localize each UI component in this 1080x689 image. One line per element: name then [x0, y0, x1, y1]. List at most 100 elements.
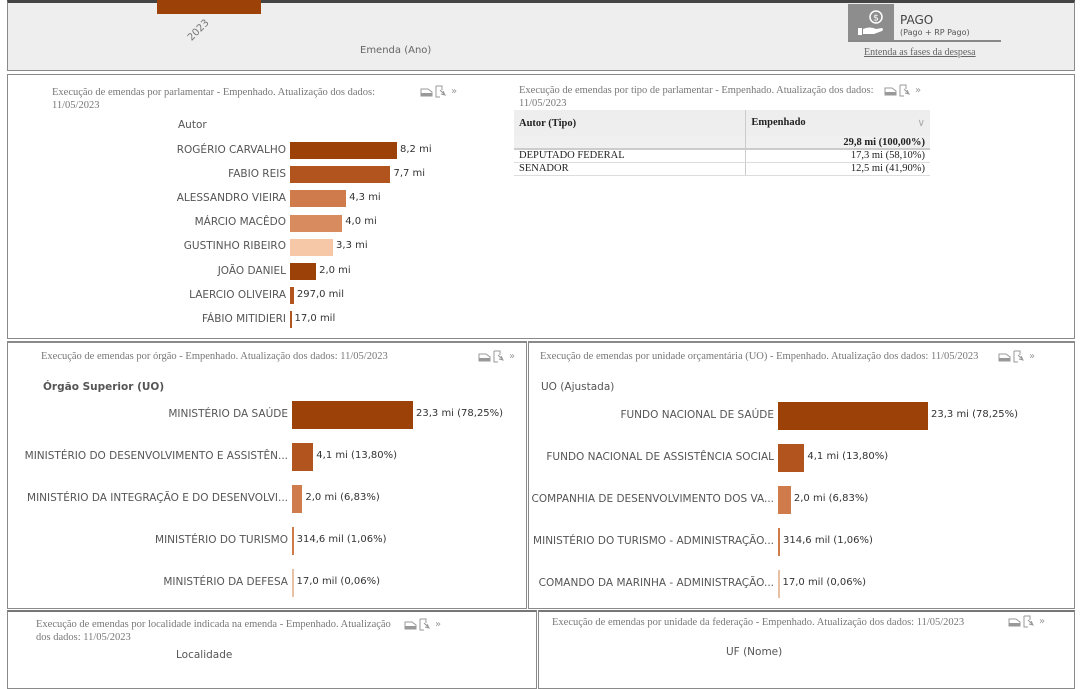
bar-value-label: 4,0 mi: [345, 216, 377, 228]
orgao-title: Execução de emendas por órgão - Empenhad…: [41, 351, 388, 362]
x-axis-title: Emenda (Ano): [360, 45, 432, 56]
bar[interactable]: [292, 485, 303, 513]
tipo-title: Execução de emendas por tipo de parlamen…: [519, 85, 874, 109]
bar-category-label: COMANDO DA MARINHA - ADMINISTRAÇÃO...: [538, 577, 774, 589]
bar-value-label: 4,1 mi (13,80%): [316, 450, 397, 461]
parlamentar-axis-title: Autor: [178, 119, 207, 131]
orgao-axis-title: Órgão Superior (UO): [43, 381, 165, 393]
export-icon[interactable]: [420, 86, 433, 97]
sort-chevron-icon[interactable]: ∨: [917, 118, 925, 129]
more-options-icon[interactable]: »: [1029, 351, 1036, 362]
bar[interactable]: [290, 166, 391, 184]
bar[interactable]: [290, 190, 347, 208]
bar[interactable]: [290, 311, 292, 329]
bar-value-label: 8,2 mi: [400, 143, 432, 155]
uo-panel: [528, 341, 1075, 609]
focus-mode-icon[interactable]: [435, 85, 446, 98]
bar-row[interactable]: MINISTÉRIO DO TURISMO - ADMINISTRAÇÃO...…: [0, 528, 1080, 556]
bar-value-label: 314,6 mil (1,06%): [296, 534, 387, 545]
bar-row[interactable]: ROGÉRIO CARVALHO 8,2 mi: [0, 142, 1080, 162]
orgao-toolbar: »: [478, 350, 515, 363]
bar-2023[interactable]: [157, 0, 261, 14]
bar-row[interactable]: COMANDO DA MARINHA - ADMINISTRAÇÃO... 17,…: [0, 570, 1080, 598]
svg-text:$: $: [873, 14, 879, 24]
bar[interactable]: [778, 444, 805, 472]
bar-value-label: 297,0 mil: [296, 288, 344, 300]
bar-row[interactable]: MINISTÉRIO DA INTEGRAÇÃO E DO DESENVOLVI…: [0, 485, 1080, 513]
focus-mode-icon[interactable]: [419, 618, 430, 631]
tipo-table: Autor (Tipo) Empenhado ∨ 29,8 mi (100,00…: [514, 110, 930, 176]
export-icon[interactable]: [404, 619, 417, 630]
bar[interactable]: [290, 263, 317, 280]
column-header-autor-tipo[interactable]: Autor (Tipo): [514, 110, 746, 136]
bar[interactable]: [290, 214, 343, 232]
year-chart-panel: 2023 Emenda (Ano): [7, 0, 1075, 71]
more-options-icon[interactable]: »: [451, 86, 458, 97]
table-row[interactable]: SENADOR 12,5 mi (41,90%): [514, 162, 930, 176]
more-options-icon[interactable]: »: [435, 619, 442, 630]
focus-mode-icon[interactable]: [1013, 350, 1024, 363]
bar-category-label: MINISTÉRIO DA SAÚDE: [168, 408, 288, 420]
bar-category-label: MINISTÉRIO DO TURISMO - ADMINISTRAÇÃO...: [533, 535, 774, 547]
bar-row[interactable]: MÁRCIO MACÊDO 4,0 mi: [0, 214, 1080, 235]
bar[interactable]: [292, 527, 294, 555]
uf-toolbar: »: [1008, 615, 1045, 628]
bar-row[interactable]: ALESSANDRO VIEIRA 4,3 mi: [0, 190, 1080, 210]
localidade-axis-title: Localidade: [176, 649, 233, 661]
bar-row[interactable]: LAERCIO OLIVEIRA 297,0 mil: [0, 287, 1080, 307]
bar[interactable]: [292, 443, 314, 471]
focus-mode-icon[interactable]: [899, 84, 910, 97]
bar-category-label: FÁBIO MITIDIERI: [201, 312, 286, 325]
bar-category-label: COMPANHIA DE DESENVOLVIMENTO DOS VA...: [531, 493, 774, 505]
bar[interactable]: [290, 238, 334, 256]
uo-axis-title: UO (Ajustada): [541, 381, 615, 393]
phases-link[interactable]: Entenda as fases da despesa: [864, 47, 976, 58]
focus-mode-icon[interactable]: [493, 350, 504, 363]
bar-value-label: 2,0 mi: [319, 264, 351, 276]
export-icon[interactable]: [478, 351, 491, 362]
pago-title[interactable]: PAGO: [900, 13, 934, 27]
bar[interactable]: [778, 570, 780, 598]
more-options-icon[interactable]: »: [1039, 616, 1046, 627]
bar[interactable]: [778, 402, 928, 430]
bar-row[interactable]: MINISTÉRIO DA SAÚDE 23,3 mi (78,25%): [0, 401, 1080, 429]
bar-row[interactable]: FUNDO NACIONAL DE SAÚDE 23,3 mi (78,25%): [0, 402, 1080, 430]
bar-row[interactable]: JOÃO DANIEL 2,0 mi: [0, 263, 1080, 283]
bar[interactable]: [778, 528, 781, 556]
bar-row[interactable]: FÁBIO MITIDIERI 17,0 mil: [0, 311, 1080, 331]
bar[interactable]: [292, 569, 294, 597]
column-header-empenhado[interactable]: Empenhado ∨: [745, 110, 930, 136]
bar-category-label: FABIO REIS: [228, 167, 286, 180]
more-options-icon[interactable]: »: [509, 351, 516, 362]
more-options-icon[interactable]: »: [915, 85, 922, 96]
bar-row[interactable]: FABIO REIS 7,7 mi: [0, 166, 1080, 186]
export-icon[interactable]: [1008, 616, 1021, 627]
bar[interactable]: [778, 486, 791, 514]
focus-mode-icon[interactable]: [1023, 615, 1034, 628]
pago-button[interactable]: $: [848, 4, 894, 41]
localidade-title: Execução de emendas por localidade indic…: [36, 619, 391, 643]
tipo-cell: SENADOR: [514, 162, 746, 176]
pago-underline: [848, 40, 1001, 42]
table-row[interactable]: DEPUTADO FEDERAL 17,3 mi (58,10%): [514, 149, 930, 163]
bar-row[interactable]: MINISTÉRIO DO TURISMO 314,6 mil (1,06%): [0, 527, 1080, 555]
uf-title: Execução de emendas por unidade da feder…: [552, 617, 965, 628]
bar[interactable]: [290, 142, 397, 159]
bar-row[interactable]: GUSTINHO RIBEIRO 3,3 mi: [0, 238, 1080, 259]
bar-category-label: ALESSANDRO VIEIRA: [176, 191, 286, 204]
valor-cell: 12,5 mi (41,90%): [745, 162, 930, 176]
bar-category-label: LAERCIO OLIVEIRA: [189, 288, 286, 301]
bar-category-label: JOÃO DANIEL: [217, 264, 286, 277]
bar[interactable]: [292, 401, 413, 429]
bar-category-label: FUNDO NACIONAL DE ASSISTÊNCIA SOCIAL: [546, 451, 774, 463]
bar-row[interactable]: MINISTÉRIO DO DESENVOLVIMENTO E ASSISTÊN…: [0, 443, 1080, 471]
export-icon[interactable]: [998, 351, 1011, 362]
bar-row[interactable]: FUNDO NACIONAL DE ASSISTÊNCIA SOCIAL 4,1 …: [0, 444, 1080, 472]
export-icon[interactable]: [884, 85, 897, 96]
bar[interactable]: [290, 287, 294, 305]
uf-axis-title: UF (Nome): [726, 646, 783, 658]
pago-subtitle: (Pago + RP Pago): [900, 28, 970, 37]
bar-value-label: 4,1 mi (13,80%): [807, 451, 889, 462]
bar-row[interactable]: COMPANHIA DE DESENVOLVIMENTO DOS VA... 2,…: [0, 486, 1080, 514]
bar-row[interactable]: MINISTÉRIO DA DEFESA 17,0 mil (0,06%): [0, 569, 1080, 597]
